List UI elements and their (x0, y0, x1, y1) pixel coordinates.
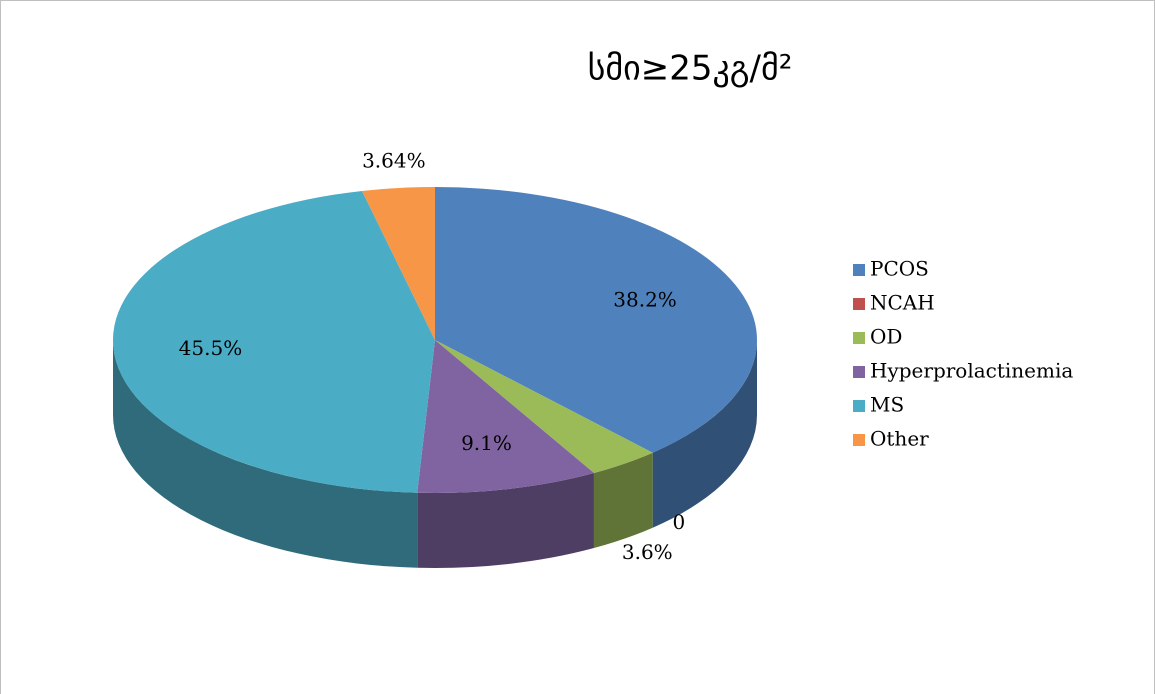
data-label: 3.64% (362, 148, 426, 172)
legend-swatch (853, 434, 865, 446)
data-label: 45.5% (179, 336, 243, 360)
legend-swatch (853, 400, 865, 412)
chart-title: სმი≥25კგ/მ² (588, 49, 793, 89)
pie-side (652, 340, 757, 528)
legend-swatch (853, 366, 865, 378)
pie-side (113, 340, 418, 568)
pie-side (593, 452, 653, 549)
pie-slice (435, 340, 653, 474)
data-label: 38.2% (613, 288, 677, 312)
pie-side (417, 473, 594, 568)
legend-label: NCAH (870, 291, 935, 315)
legend: PCOS NCAH OD Hyperprolactinemia MS Other (853, 257, 1073, 451)
pie-slice (362, 187, 435, 340)
legend-label: Hyperprolactinemia (870, 359, 1073, 383)
data-label: 3.6% (622, 540, 673, 564)
legend-swatch (853, 332, 865, 344)
legend-label: PCOS (870, 257, 929, 281)
data-label: 0 (672, 510, 685, 534)
pie-slice (435, 187, 757, 453)
legend-swatch (853, 298, 865, 310)
legend-label: Other (870, 427, 929, 451)
data-label: 9.1% (461, 431, 512, 455)
pie-slice (417, 340, 594, 493)
legend-label: OD (870, 325, 902, 349)
pie-tops (112, 187, 757, 493)
pie-slice (112, 190, 435, 493)
legend-swatch (853, 264, 865, 276)
data-labels: 38.2% 0 3.6% 9.1% 45.5% 3.64% (179, 148, 686, 564)
legend-label: MS (870, 393, 904, 417)
pie-sides (113, 340, 757, 568)
